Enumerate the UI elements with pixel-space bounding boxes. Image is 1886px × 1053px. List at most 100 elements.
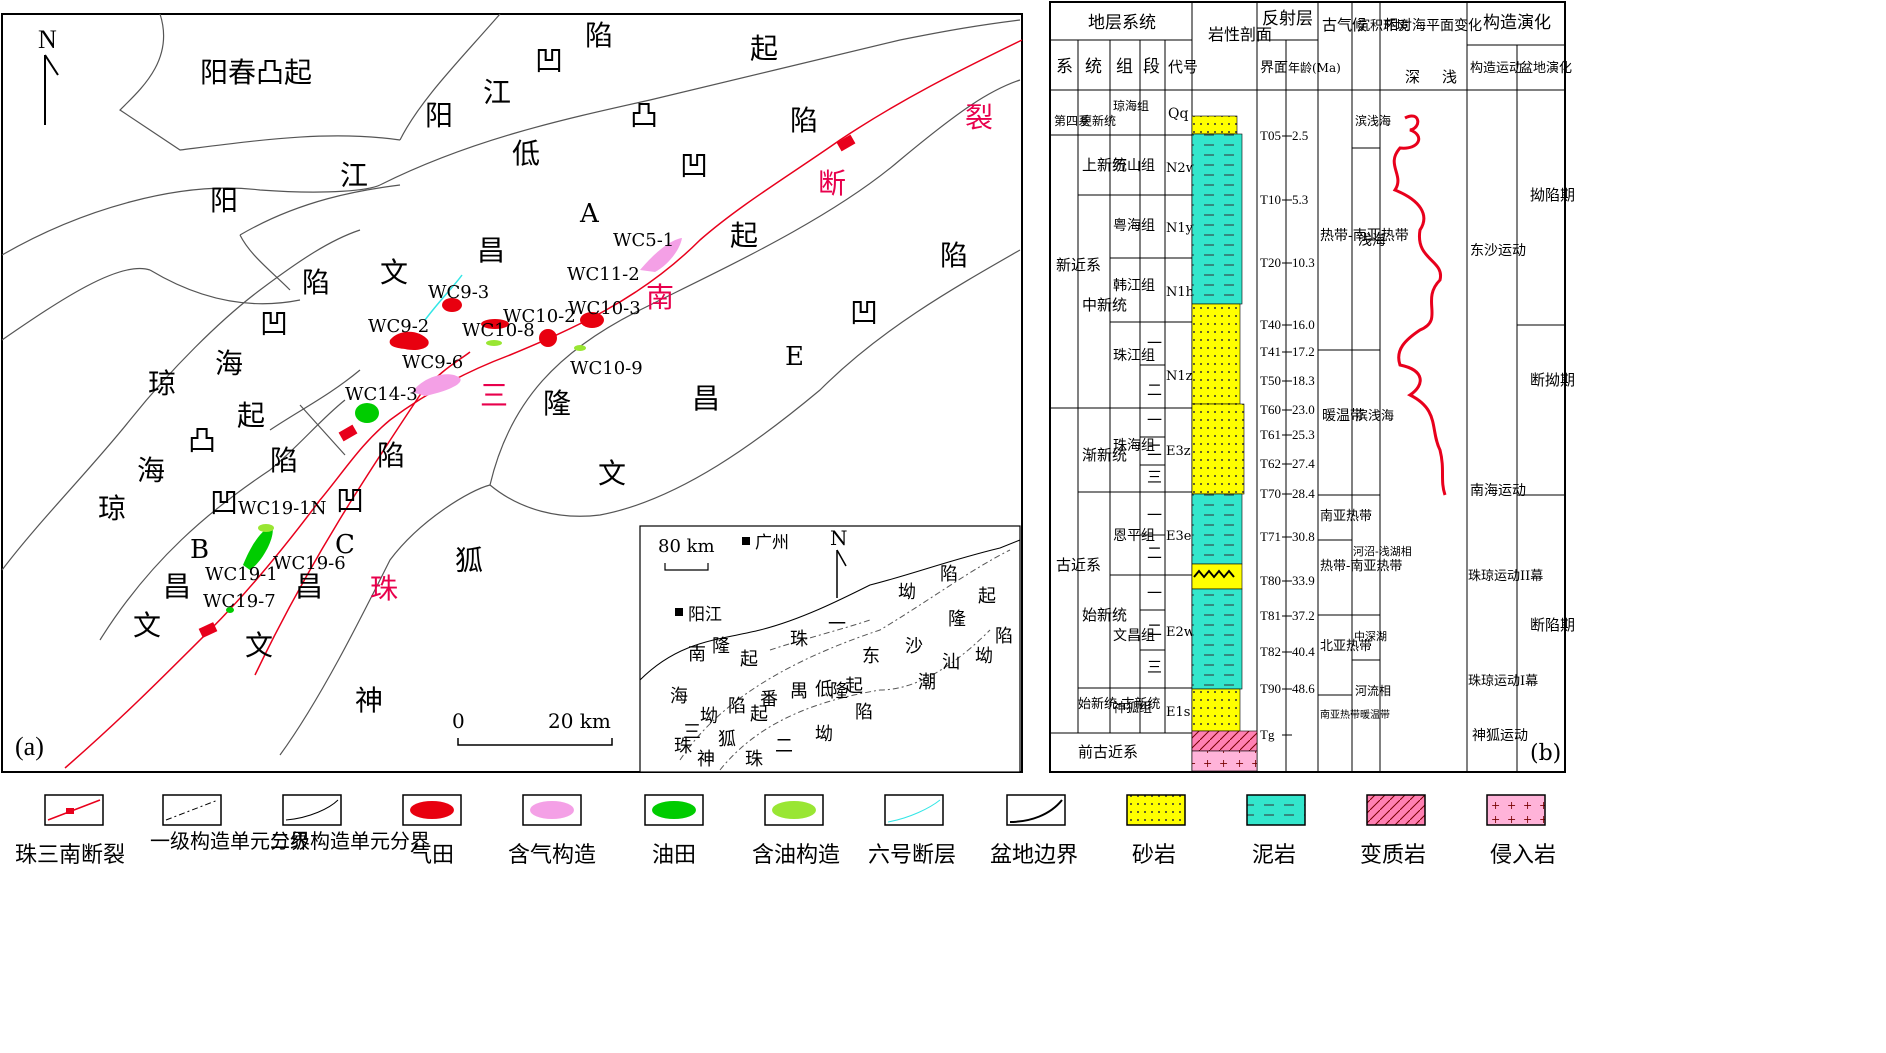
svg-text:潮: 潮 [918, 672, 936, 693]
svg-text:沙: 沙 [905, 636, 923, 657]
svg-text:系: 系 [1056, 57, 1073, 77]
svg-text:地层系统: 地层系统 [1088, 13, 1156, 33]
svg-text:恩平组: 恩平组 [1113, 528, 1155, 544]
svg-text:陷: 陷 [377, 439, 405, 472]
svg-text:上新统: 上新统 [1082, 156, 1127, 174]
svg-text:二: 二 [1147, 441, 1162, 459]
svg-text:珠三南断裂: 珠三南断裂 [15, 843, 125, 868]
svg-text:坳: 坳 [898, 582, 916, 603]
reflector-name: Tg [1260, 727, 1275, 742]
svg-text:神: 神 [697, 749, 715, 770]
svg-text:狐: 狐 [718, 729, 736, 750]
reflector-age: 5.3 [1292, 192, 1308, 207]
svg-text:陷: 陷 [940, 239, 968, 272]
svg-text:狐: 狐 [455, 544, 483, 577]
svg-text:河流相: 河流相 [1355, 684, 1391, 698]
svg-text:E2w: E2w [1166, 625, 1195, 640]
svg-text:陷: 陷 [855, 702, 873, 723]
svg-text:坳: 坳 [815, 724, 833, 745]
svg-text:起: 起 [730, 219, 758, 252]
svg-text:一: 一 [1147, 411, 1162, 429]
svg-text:盆地边界: 盆地边界 [990, 843, 1078, 868]
svg-text:三: 三 [480, 379, 508, 412]
svg-text:相对海平面变化: 相对海平面变化 [1384, 18, 1482, 34]
svg-text:N1h: N1h [1166, 285, 1195, 300]
svg-text:热带-南亚热带: 热带-南亚热带 [1320, 228, 1409, 244]
svg-text:E: E [785, 342, 804, 372]
svg-text:起: 起 [750, 32, 778, 65]
svg-text:凹: 凹 [680, 149, 708, 182]
svg-text:WC19-1: WC19-1 [205, 564, 278, 585]
svg-text:南: 南 [688, 644, 706, 665]
reflector-name: T41 [1260, 344, 1281, 359]
svg-text:二: 二 [1147, 621, 1162, 639]
svg-text:海: 海 [137, 454, 165, 487]
svg-text:更新统: 更新统 [1080, 113, 1116, 128]
svg-text:韩江组: 韩江组 [1113, 278, 1155, 294]
well-labels: WC9-3 WC9-2 WC9-6 WC10-8 WC10-2 WC10-3 W… [203, 230, 674, 612]
svg-text:二: 二 [1147, 381, 1162, 399]
svg-text:琼: 琼 [98, 492, 126, 525]
svg-text:六号断层: 六号断层 [868, 843, 956, 868]
svg-text:界面: 界面 [1260, 60, 1288, 76]
reflector-name: T61 [1260, 427, 1281, 442]
svg-text:段: 段 [1143, 57, 1160, 77]
map-unit-labels: 阳春凸起 陷 凹 江 阳 起 凸 低 江 阳 陷 凹 昌 起 陷 文 陷 凹 海… [98, 19, 968, 717]
svg-text:凹: 凹 [260, 307, 288, 340]
svg-text:E3z: E3z [1166, 444, 1191, 459]
svg-text:一: 一 [1147, 334, 1162, 352]
svg-text:20 km: 20 km [548, 709, 611, 733]
reflector-age: 17.2 [1292, 344, 1315, 359]
svg-text:江: 江 [483, 76, 511, 109]
svg-text:广州: 广州 [755, 533, 789, 553]
svg-text:起: 起 [740, 649, 758, 670]
gas-fields [389, 298, 604, 350]
reflector-age: 2.5 [1292, 128, 1308, 143]
reflector-name: T82 [1260, 644, 1281, 659]
fault-labels: 裂 断 南 三 珠 [370, 101, 993, 605]
svg-text:断陷期: 断陷期 [1530, 616, 1575, 634]
reflector-name: T71 [1260, 529, 1281, 544]
svg-text:0: 0 [452, 709, 465, 733]
svg-text:拗陷期: 拗陷期 [1530, 186, 1575, 204]
svg-text:神狐组: 神狐组 [1113, 701, 1152, 716]
svg-text:坳: 坳 [700, 706, 718, 727]
svg-text:A: A [579, 199, 600, 229]
svg-text:断: 断 [818, 167, 846, 200]
svg-text:组: 组 [1116, 57, 1133, 77]
svg-text:二: 二 [1147, 544, 1162, 562]
svg-text:沉积环境: 沉积环境 [1357, 19, 1409, 34]
svg-text:阳: 阳 [425, 99, 453, 132]
svg-text:凹: 凹 [336, 484, 364, 517]
svg-text:浅: 浅 [1442, 68, 1457, 86]
reflector-name: T10 [1260, 192, 1281, 207]
svg-text:文: 文 [598, 457, 626, 490]
reflector-name: T50 [1260, 373, 1281, 388]
svg-text:WC10-9: WC10-9 [570, 358, 643, 379]
svg-text:WC9-3: WC9-3 [428, 282, 489, 303]
svg-text:WC9-6: WC9-6 [402, 352, 463, 373]
svg-text:WC19-1N: WC19-1N [238, 498, 326, 519]
svg-text:南: 南 [646, 281, 674, 314]
svg-text:低: 低 [512, 137, 540, 170]
svg-text:N1y: N1y [1166, 221, 1194, 236]
svg-text:凸: 凸 [188, 424, 216, 457]
svg-text:珠: 珠 [745, 749, 763, 770]
reflector-age: 10.3 [1292, 255, 1315, 270]
svg-text:变质岩: 变质岩 [1360, 843, 1426, 868]
svg-text:暖温带: 暖温带 [1322, 408, 1364, 424]
svg-text:陷: 陷 [270, 444, 298, 477]
svg-text:起: 起 [237, 399, 265, 432]
svg-text:古气候: 古气候 [1322, 16, 1367, 34]
svg-text:阳: 阳 [210, 184, 238, 217]
reflector-age: 23.0 [1292, 402, 1315, 417]
svg-text:珠海组: 珠海组 [1113, 438, 1155, 454]
strat-panel-label: (b) [1530, 741, 1561, 766]
svg-text:低: 低 [815, 679, 833, 700]
svg-text:一: 一 [1147, 506, 1162, 524]
svg-text:E3e: E3e [1166, 529, 1192, 544]
svg-text:Qq: Qq [1168, 106, 1188, 122]
svg-text:80 km: 80 km [658, 536, 715, 557]
svg-text:N2w: N2w [1166, 161, 1197, 176]
svg-text:陷: 陷 [728, 696, 746, 717]
